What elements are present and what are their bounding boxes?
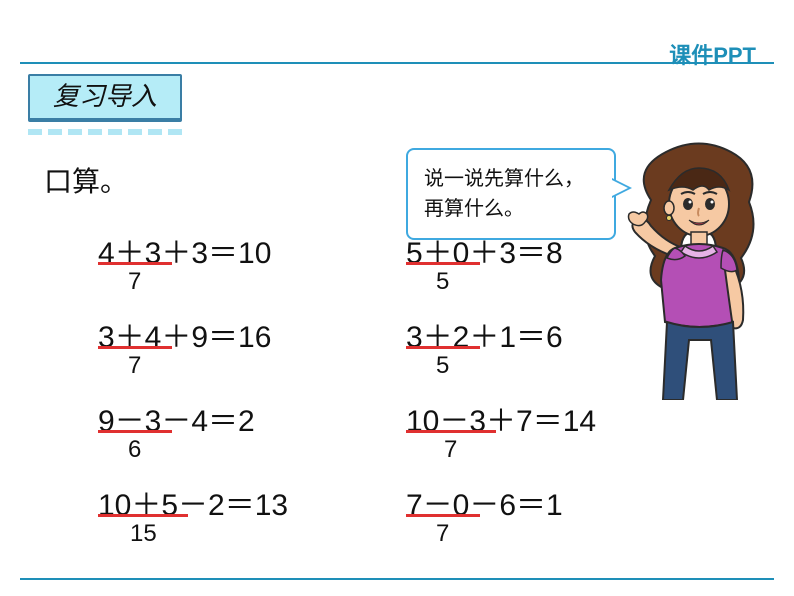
- equation-underline: [98, 262, 172, 265]
- equation-text: 9－3－4＝2: [98, 396, 255, 440]
- intermediate-result: 7: [128, 268, 141, 296]
- watermark: 课件PPT: [669, 38, 756, 70]
- section-title-badge: 复习导入: [28, 74, 182, 120]
- intermediate-result: 7: [436, 520, 449, 548]
- equations-area: 4＋3＋3＝10 7 3＋4＋9＝16 7 9－3－4＝2 6 10＋5－2＝1…: [98, 228, 764, 566]
- intermediate-result: 5: [436, 268, 449, 296]
- equation-r2: 3＋2＋1＝6 5: [406, 312, 726, 396]
- equation-text: 3＋4＋9＝16: [98, 312, 271, 356]
- bottom-rule: [20, 578, 774, 580]
- equation-text: 3＋2＋1＝6: [406, 312, 563, 356]
- equation-text: 5＋0＋3＝8: [406, 228, 563, 272]
- problem-title: 口算。: [44, 160, 128, 200]
- equation-underline: [406, 346, 480, 349]
- equation-underline: [98, 514, 188, 517]
- intermediate-result: 5: [436, 352, 449, 380]
- equation-text: 4＋3＋3＝10: [98, 228, 271, 272]
- intermediate-result: 15: [130, 520, 157, 548]
- equation-text: 7－0－6＝1: [406, 480, 563, 524]
- equation-r1: 5＋0＋3＝8 5: [406, 228, 726, 312]
- equation-l3: 9－3－4＝2 6: [98, 396, 418, 480]
- equation-underline: [98, 430, 172, 433]
- equation-text: 10＋5－2＝13: [98, 480, 288, 524]
- intermediate-result: 6: [128, 436, 141, 464]
- equation-underline: [98, 346, 172, 349]
- equation-underline: [406, 262, 480, 265]
- equation-underline: [406, 430, 496, 433]
- speech-bubble: 说一说先算什么， 再算什么。: [406, 148, 616, 240]
- speech-line-1: 说一说先算什么，: [424, 164, 598, 194]
- speech-line-2: 再算什么。: [424, 194, 598, 224]
- section-underline-dashes: [28, 122, 228, 128]
- intermediate-result: 7: [128, 352, 141, 380]
- equation-underline: [406, 514, 480, 517]
- equations-left-column: 4＋3＋3＝10 7 3＋4＋9＝16 7 9－3－4＝2 6 10＋5－2＝1…: [98, 228, 418, 564]
- equation-l1: 4＋3＋3＝10 7: [98, 228, 418, 312]
- equations-right-column: 5＋0＋3＝8 5 3＋2＋1＝6 5 10－3＋7＝14 7 7－0－6＝1 …: [406, 228, 726, 564]
- top-rule: [20, 62, 774, 64]
- equation-r3: 10－3＋7＝14 7: [406, 396, 726, 480]
- equation-l2: 3＋4＋9＝16 7: [98, 312, 418, 396]
- intermediate-result: 7: [444, 436, 457, 464]
- equation-l4: 10＋5－2＝13 15: [98, 480, 418, 564]
- equation-text: 10－3＋7＝14: [406, 396, 596, 440]
- equation-r4: 7－0－6＝1 7: [406, 480, 726, 564]
